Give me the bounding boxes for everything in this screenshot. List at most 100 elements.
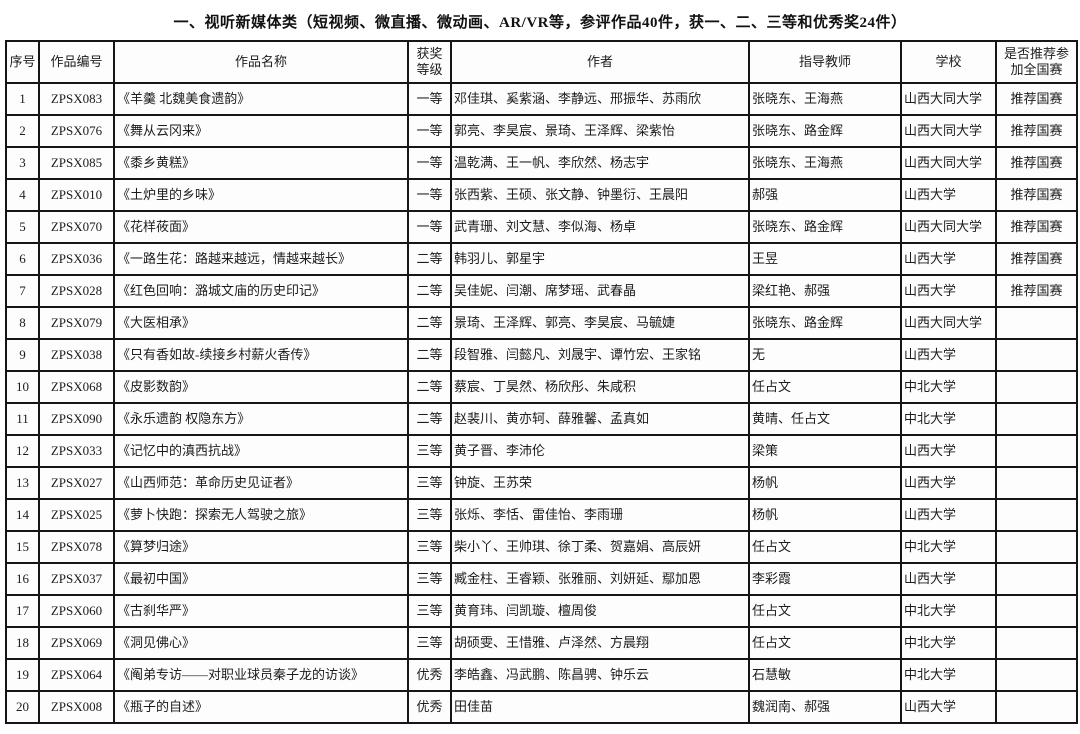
- cell-recommend: [995, 498, 1078, 532]
- cell-award: 一等: [407, 82, 452, 116]
- cell-award: 二等: [407, 338, 452, 372]
- cell-school: 山西大同大学: [900, 210, 997, 244]
- table-row: 16 ZPSX037 《最初中国》 三等 臧金柱、王睿颖、张雅丽、刘妍延、鄢加恩 李彩霞山…: [5, 562, 1078, 596]
- cell-no: 14: [5, 498, 40, 532]
- cell-advisors: 张晓东、路金辉: [748, 306, 902, 340]
- cell-id: ZPSX090: [38, 402, 115, 436]
- table-row: 13 ZPSX027 《山西师范：革命历史见证者》 三等 钟旋、王苏荣 杨帆 山西大学: [5, 466, 1078, 500]
- cell-title: 《记忆中的滇西抗战》: [113, 434, 409, 468]
- cell-id: ZPSX033: [38, 434, 115, 468]
- cell-authors: 武青珊、刘文慧、李似海、杨卓: [450, 210, 750, 244]
- header-authors: 作者: [450, 40, 750, 84]
- table-row: 17 ZPSX060 《古刹华严》 三等 黄育玮、闫凯璇、檀周俊 任占文 中北大学: [5, 594, 1078, 628]
- cell-id: ZPSX008: [38, 690, 115, 724]
- cell-advisors: 任占文: [748, 626, 902, 660]
- cell-no: 5: [5, 210, 40, 244]
- table-row: 3 ZPSX085 《黍乡黄糕》 一等 温乾满、王一帆、李欣然、杨志宇 张晓东、王海燕 山西…: [5, 146, 1078, 180]
- cell-authors: 邓佳琪、奚紫涵、李静远、邢振华、苏雨欣: [450, 82, 750, 116]
- cell-advisors: 王昱: [748, 242, 902, 276]
- cell-id: ZPSX068: [38, 370, 115, 404]
- cell-title: 《土炉里的乡味》: [113, 178, 409, 212]
- cell-recommend: 推荐国赛: [995, 114, 1078, 148]
- cell-no: 8: [5, 306, 40, 340]
- table-row: 1 ZPSX083 《羊羹 北魏美食遗韵》 一等 邓佳琪、奚紫涵、李静远、邢振华、苏雨欣…: [5, 82, 1078, 116]
- cell-advisors: 李彩霞: [748, 562, 902, 596]
- cell-no: 18: [5, 626, 40, 660]
- cell-recommend: [995, 594, 1078, 628]
- cell-award: 二等: [407, 306, 452, 340]
- cell-title: 《一路生花：路越来越远，情越来越长》: [113, 242, 409, 276]
- cell-id: ZPSX036: [38, 242, 115, 276]
- header-school: 学校: [900, 40, 997, 84]
- cell-title: 《最初中国》: [113, 562, 409, 596]
- cell-no: 2: [5, 114, 40, 148]
- header-name: 作品名称: [113, 40, 409, 84]
- cell-recommend: 推荐国赛: [995, 242, 1078, 276]
- cell-authors: 吴佳妮、闫潮、席梦瑶、武春晶: [450, 274, 750, 308]
- cell-title: 《算梦归途》: [113, 530, 409, 564]
- cell-no: 3: [5, 146, 40, 180]
- cell-award: 优秀: [407, 690, 452, 724]
- cell-recommend: [995, 690, 1078, 724]
- table-row: 7 ZPSX028 《红色回响：潞城文庙的历史印记》 二等 吴佳妮、闫潮、席梦瑶、武春晶…: [5, 274, 1078, 308]
- cell-school: 山西大学: [900, 178, 997, 212]
- cell-award: 三等: [407, 562, 452, 596]
- cell-award: 一等: [407, 210, 452, 244]
- table-row: 18 ZPSX069 《洞见佛心》 三等 胡硕雯、王惜雅、卢泽然、方晨翔 任占文 中北大学: [5, 626, 1078, 660]
- cell-title: 《花样莜面》: [113, 210, 409, 244]
- cell-award: 一等: [407, 178, 452, 212]
- cell-id: ZPSX083: [38, 82, 115, 116]
- cell-authors: 柴小丫、王帅琪、徐丁柔、贺嘉娟、高辰妍: [450, 530, 750, 564]
- cell-school: 山西大同大学: [900, 114, 997, 148]
- cell-id: ZPSX064: [38, 658, 115, 692]
- cell-recommend: [995, 466, 1078, 500]
- cell-school: 山西大学: [900, 690, 997, 724]
- cell-authors: 胡硕雯、王惜雅、卢泽然、方晨翔: [450, 626, 750, 660]
- cell-authors: 韩羽儿、郭星宇: [450, 242, 750, 276]
- cell-school: 山西大学: [900, 274, 997, 308]
- header-id: 作品编号: [38, 40, 115, 84]
- cell-no: 4: [5, 178, 40, 212]
- cell-authors: 景琦、王泽辉、郭亮、李昊宸、马毓婕: [450, 306, 750, 340]
- cell-title: 《洞见佛心》: [113, 626, 409, 660]
- header-recommend: 是否推荐参加全国赛: [995, 40, 1078, 84]
- header-row: 序号 作品编号 作品名称 获奖等级 作者 指导教师 学校 是否推荐参加全国赛: [5, 40, 1078, 84]
- cell-recommend: [995, 306, 1078, 340]
- cell-id: ZPSX037: [38, 562, 115, 596]
- table-row: 5 ZPSX070 《花样莜面》 一等 武青珊、刘文慧、李似海、杨卓 张晓东、路金辉 山西大…: [5, 210, 1078, 244]
- table-row: 9 ZPSX038 《只有香如故-续接乡村薪火香传》 二等 段智雅、闫懿凡、刘晟宇、谭竹…: [5, 338, 1078, 372]
- cell-no: 6: [5, 242, 40, 276]
- table-row: 6 ZPSX036 《一路生花：路越来越远，情越来越长》 二等 韩羽儿、郭星宇 王昱 山西大…: [5, 242, 1078, 276]
- cell-no: 1: [5, 82, 40, 116]
- cell-title: 《山西师范：革命历史见证者》: [113, 466, 409, 500]
- cell-school: 山西大学: [900, 242, 997, 276]
- cell-title: 《黍乡黄糕》: [113, 146, 409, 180]
- cell-title: 《皮影数韵》: [113, 370, 409, 404]
- cell-school: 中北大学: [900, 626, 997, 660]
- cell-no: 15: [5, 530, 40, 564]
- table-header: 序号 作品编号 作品名称 获奖等级 作者 指导教师 学校 是否推荐参加全国赛: [5, 40, 1078, 84]
- cell-advisors: 梁红艳、郝强: [748, 274, 902, 308]
- cell-id: ZPSX078: [38, 530, 115, 564]
- cell-id: ZPSX070: [38, 210, 115, 244]
- cell-award: 三等: [407, 594, 452, 628]
- table-row: 2 ZPSX076 《舞从云冈来》 一等 郭亮、李昊宸、景琦、王泽辉、梁紫怡 张晓东、路金…: [5, 114, 1078, 148]
- cell-title: 《萝卜快跑：探索无人驾驶之旅》: [113, 498, 409, 532]
- cell-id: ZPSX038: [38, 338, 115, 372]
- cell-recommend: [995, 434, 1078, 468]
- cell-school: 山西大同大学: [900, 306, 997, 340]
- cell-advisors: 黄晴、任占文: [748, 402, 902, 436]
- table-row: 20 ZPSX008 《瓶子的自述》 优秀 田佳苗 魏润南、郝强 山西大学: [5, 690, 1078, 724]
- cell-advisors: 张晓东、路金辉: [748, 114, 902, 148]
- cell-school: 山西大学: [900, 498, 997, 532]
- awards-table: 序号 作品编号 作品名称 获奖等级 作者 指导教师 学校 是否推荐参加全国赛 1…: [5, 40, 1078, 724]
- cell-school: 中北大学: [900, 370, 997, 404]
- cell-recommend: [995, 530, 1078, 564]
- cell-authors: 黄育玮、闫凯璇、檀周俊: [450, 594, 750, 628]
- cell-school: 山西大学: [900, 466, 997, 500]
- cell-recommend: [995, 626, 1078, 660]
- cell-authors: 温乾满、王一帆、李欣然、杨志宇: [450, 146, 750, 180]
- cell-advisors: 郝强: [748, 178, 902, 212]
- cell-title: 《红色回响：潞城文庙的历史印记》: [113, 274, 409, 308]
